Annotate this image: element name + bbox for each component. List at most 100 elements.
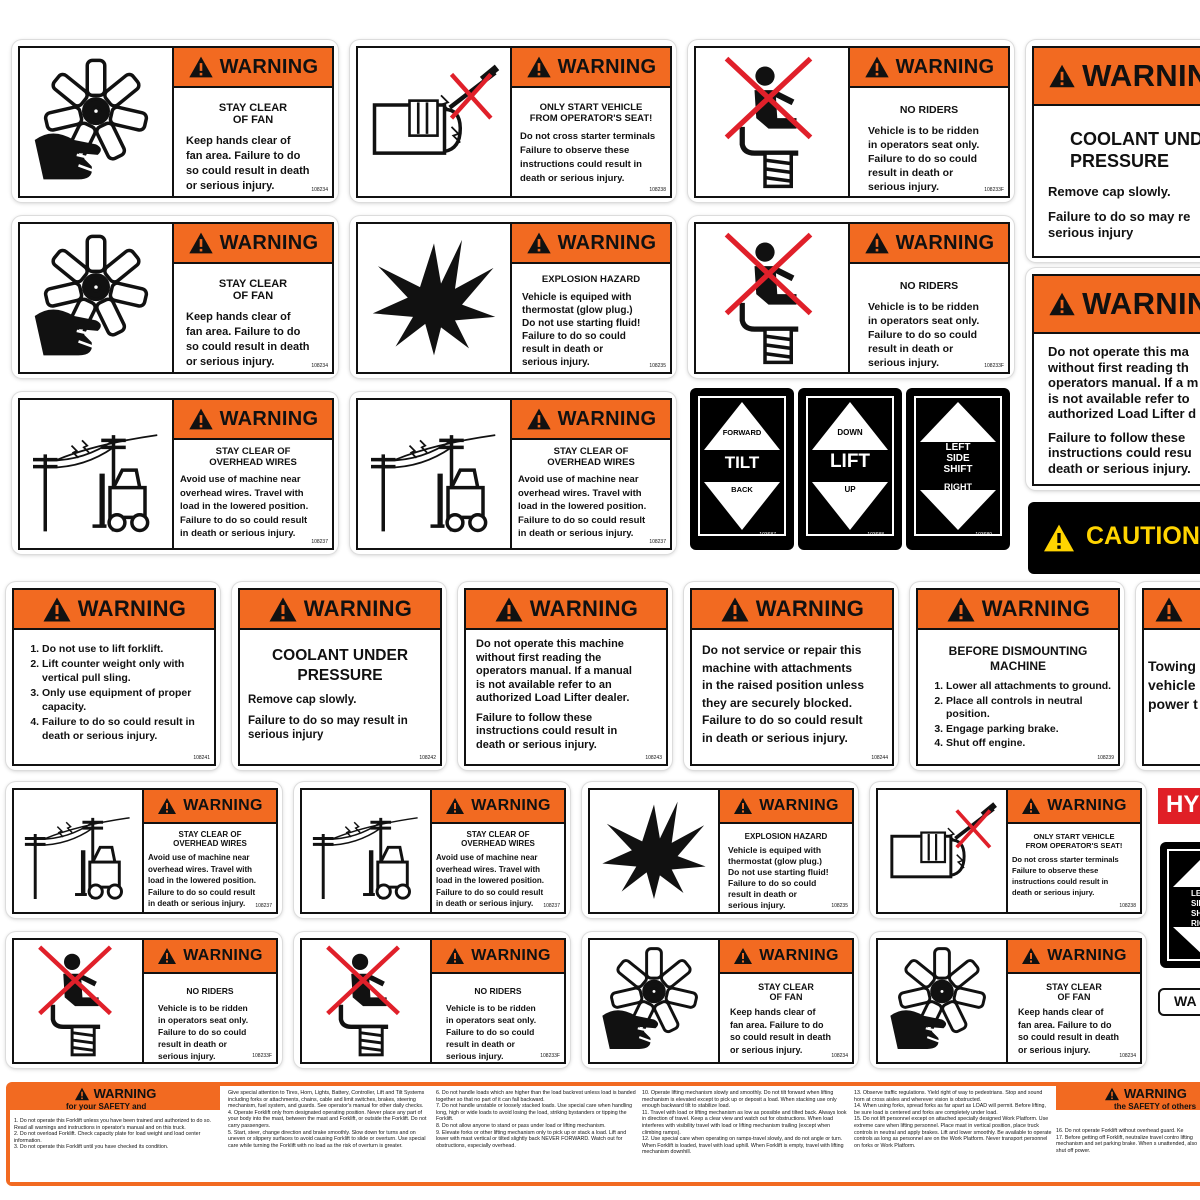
warning-header: [1144, 590, 1200, 630]
forklift-overhead-wires-icon: [20, 400, 174, 548]
towing-partial-title: D: [1144, 636, 1200, 651]
strip-item: 4. Operate Forklift only from designated…: [228, 1109, 427, 1129]
strip-left-sub: for your SAFETY and: [66, 1102, 147, 1111]
list-item: Failure to do so could result in death o…: [42, 715, 208, 743]
strip-item: 3. Do not operate this Forklift until yo…: [14, 1144, 169, 1151]
warning-word: WARNING: [981, 596, 1091, 621]
side-shift-partial-label: LE SID SHI RIG: [1191, 889, 1200, 928]
start-warning-decal: WARNING ONLY START VEHICLE FROM OPERATOR…: [356, 46, 672, 198]
no-riders-decal: WARNING NO RIDERS Vehicle is to be ridde…: [12, 938, 278, 1064]
strip-item: 15. Do not lift personnel except on atta…: [854, 1116, 1052, 1149]
decal-sheet: WARNING ONLY START VEHICLE FROM OPERATOR…: [870, 782, 1146, 918]
forklift-overhead-wires-icon: [358, 400, 512, 548]
decal-body: Vehicle is equiped with thermostat (glow…: [728, 845, 829, 910]
decal-body: Keep hands clear of fan area. Failure to…: [186, 135, 310, 192]
decal-title: COOLANT UNDER PRESSURE: [271, 647, 409, 684]
warning-word: WARNING: [759, 947, 839, 964]
explosion-decal: WARNING EXPLOSION HAZARD Vehicle is equi…: [356, 222, 672, 374]
warning-triangle-icon: [1021, 947, 1041, 965]
warning-triangle-icon: [188, 55, 214, 79]
part-number: 103687: [759, 532, 776, 538]
coolant-line2: Failure to do so may result in serious i…: [248, 715, 408, 741]
strip-item: 8. Do not allow anyone to stand or pass …: [436, 1122, 606, 1129]
decal-body-2: Failure to follow these instructions cou…: [1048, 429, 1192, 476]
decal-body: Avoid use of machine near overhead wires…: [518, 474, 647, 539]
decal-sheet: WARNING STAY CLEAR OF OVERHEAD WIRES Avo…: [12, 392, 338, 554]
part-number: 108238: [1119, 903, 1136, 909]
list-item: Lower all attachments to ground.: [946, 680, 1112, 694]
partial-label: WA: [1174, 993, 1197, 1009]
decal-sheet: WARNING STAY CLEAR OF FAN Keep hands cle…: [12, 40, 338, 202]
warning-header: WARNING: [512, 224, 670, 264]
warning-header: WARNING: [144, 940, 276, 974]
no-riders-decal: WARNING NO RIDERS Vehicle is to be ridde…: [694, 222, 1010, 374]
warning-header: WARNING: [144, 790, 276, 824]
warning-triangle-icon: [1048, 58, 1076, 94]
decal-body: Do not operate this machine without firs…: [476, 638, 632, 704]
decal-body: Avoid use of machine near overhead wires…: [148, 853, 257, 908]
explosion-icon: [590, 790, 720, 912]
tilt-arrows-icon: FORWARD TILT BACK: [698, 396, 786, 536]
part-number: 108233F: [984, 363, 1004, 369]
coolant-line2: Failure to do so may re serious injury: [1048, 209, 1191, 240]
warning-word: WARNING: [557, 231, 657, 254]
decal-title: NO RIDERS: [899, 280, 959, 292]
decal-title: NO RIDERS: [899, 104, 959, 116]
part-number: 103689: [975, 532, 992, 538]
warning-header: WARNING: [1034, 48, 1200, 106]
part-number: 108241: [193, 755, 210, 761]
decal-sheet: WARNING Do not service or repair this ma…: [684, 582, 898, 770]
part-number: 108234: [311, 363, 328, 369]
decal-body: Towing vehicle power t: [1148, 658, 1198, 712]
decal-sheet: WARNING STAY CLEAR OF OVERHEAD WIRES Avo…: [350, 392, 676, 554]
warning-word: WARNING: [557, 55, 657, 78]
decal-title: STAY CLEAR OF FAN: [218, 278, 288, 302]
decal-sheet: WARNING EXPLOSION HAZARD Vehicle is equi…: [582, 782, 858, 918]
decal-title: STAY CLEAR OF OVERHEAD WIRES: [209, 446, 297, 468]
decal-body: Vehicle is to be ridden in operators sea…: [446, 1003, 537, 1061]
screwdriver-battery-icon: [878, 790, 1008, 912]
forklift-overhead-wires-icon: [14, 790, 144, 912]
strip-col-2: Give special attention to Tires, Horn, L…: [228, 1090, 432, 1149]
part-number: 108234: [831, 1053, 848, 1059]
overhead-wires-decal: WARNING STAY CLEAR OF OVERHEAD WIRES Avo…: [12, 788, 278, 914]
lift-top-label: DOWN: [837, 428, 863, 437]
fan-warning-decal: WARNING STAY CLEAR OF FAN Keep hands cle…: [18, 46, 334, 198]
warning-header: WARNING: [850, 48, 1008, 88]
warning-header: WARNING: [512, 48, 670, 88]
warning-word: WARNING: [1082, 286, 1200, 321]
warning-triangle-icon: [1042, 523, 1076, 553]
warning-header: WARNING: [692, 590, 892, 630]
decal-sheet: WARNING NO RIDERS Vehicle is to be ridde…: [688, 216, 1014, 378]
warning-header: WARNING: [720, 940, 852, 974]
warning-triangle-icon: [864, 231, 890, 255]
warning-word: WARNING: [755, 596, 865, 621]
strip-item: 9. Elevate forks or other lifting mechan…: [436, 1129, 627, 1149]
part-number: 103688: [867, 532, 884, 538]
strip-left-header: WARNING: [10, 1086, 220, 1110]
decal-title: STAY CLEAR OF FAN: [218, 102, 288, 126]
warning-triangle-icon: [1048, 286, 1076, 322]
decal-body: Keep hands clear of fan area. Failure to…: [186, 311, 310, 368]
decal-sheet: WARNING COOLANT UND PRESSURE Remove cap …: [1026, 40, 1200, 262]
strip-col-3: 6. Do not handle loads which are higher …: [436, 1090, 636, 1149]
no-riders-icon: [302, 940, 432, 1062]
decal-title: BEFORE DISMOUNTING MACHINE: [948, 644, 1088, 673]
strip-item: 11. Travel with load or lifting mechanis…: [642, 1109, 847, 1136]
list-item: Lift counter weight only with vertical p…: [42, 657, 208, 685]
caution-word: CAUTION: [1086, 522, 1200, 550]
hydraulic-label: HY: [1166, 791, 1200, 818]
warning-triangle-icon: [188, 407, 214, 431]
coolant-decal: WARNING COOLANT UNDER PRESSURE Remove ca…: [238, 588, 442, 766]
warning-word: WARNING: [895, 231, 995, 254]
lift-main-label: LIFT: [829, 451, 871, 472]
tilt-top-label: FORWARD: [722, 428, 762, 437]
warning-triangle-icon: [157, 947, 177, 965]
strip-item: 14. When using forks, spread forks as fa…: [854, 1103, 1046, 1116]
forklift-lift-decal: WARNING Do not use to lift forklift. Lif…: [12, 588, 216, 766]
fan-warning-decal: WARNING STAY CLEAR OF FAN Keep hands cle…: [18, 222, 334, 374]
coolant-partial-decal: WARNING COOLANT UND PRESSURE Remove cap …: [1032, 46, 1200, 258]
decal-body: Do not operate this ma without first rea…: [1048, 344, 1199, 421]
decal-body: Vehicle is equiped with thermostat (glow…: [522, 292, 641, 368]
warning-header: WARNING: [1034, 276, 1200, 334]
